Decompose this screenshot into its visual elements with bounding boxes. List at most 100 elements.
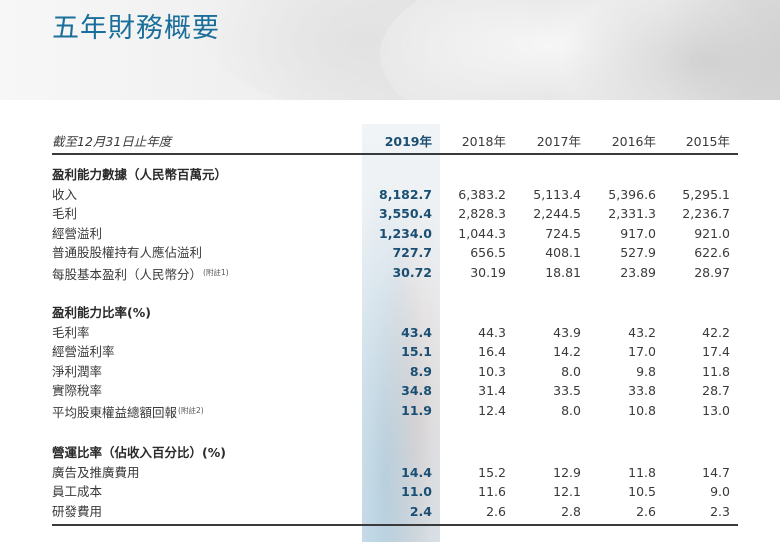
table-cell: 18.81: [545, 264, 581, 280]
table-cell: 5,396.6: [608, 186, 656, 202]
row-label: 經營溢利: [52, 224, 102, 243]
row-label-text: 經營溢利: [52, 225, 103, 241]
table-cell: 6,383.2: [458, 186, 506, 202]
row-label-text: 普通股股權持有人應佔溢利: [52, 245, 203, 260]
table-row: 研發費用 2.4 2.6 2.8 2.6 2.3: [52, 502, 738, 521]
table-cell: 8.0: [561, 363, 581, 379]
table-cell: 408.1: [545, 245, 581, 260]
table-row: 毛利 3,550.4 2,828.3 2,244.5 2,331.3 2,236.7: [52, 204, 738, 223]
table-cell: 12.4: [478, 402, 506, 418]
table-cell: 33.8: [628, 383, 656, 398]
section-heading-label: 營運比率（佔收入百分比）(%): [52, 445, 226, 460]
table-cell: 11.6: [478, 484, 506, 499]
table-row: 實際稅率 34.8 31.4 33.5 33.8 28.7: [52, 381, 738, 400]
row-label: 毛利率: [52, 323, 90, 342]
table-cell: 527.9: [620, 245, 656, 260]
table-cell: 9.0: [710, 484, 730, 499]
table-cell: 10.5: [628, 484, 656, 499]
section-heading-label: 盈利能力比率(%): [52, 305, 151, 320]
table-cell: 30.19: [470, 264, 506, 280]
table-cell: 2,828.3: [458, 206, 506, 221]
row-label: 普通股股權持有人應佔溢利: [52, 243, 202, 262]
table-cell: 28.7: [702, 383, 730, 398]
table-row: 收入 8,182.7 6,383.2 5,113.4 5,396.6 5,295.1: [52, 185, 738, 204]
row-label-text: 平均股東權益總額回報: [52, 404, 178, 420]
table-cell: 31.4: [478, 383, 506, 398]
current-year-value: 11.9: [401, 402, 432, 418]
table-row: 廣告及推廣費用 14.4 15.2 12.9 11.8 14.7: [52, 463, 738, 482]
row-label-text: 員工成本: [52, 484, 103, 499]
row-label: 研發費用: [52, 502, 102, 521]
current-year-value: 34.8: [401, 383, 432, 398]
row-label: 經營溢利率: [52, 342, 115, 361]
table-cell: 622.6: [694, 245, 730, 260]
current-year-value: 15.1: [401, 344, 432, 359]
table-cell: 23.89: [620, 264, 656, 280]
table-cell: 2,244.5: [533, 206, 581, 221]
row-label-text: 淨利潤率: [52, 363, 103, 379]
section-heading: 盈利能力數據（人民幣百萬元）: [52, 165, 738, 184]
header-divider: [52, 153, 738, 155]
table-cell: 9.8: [636, 363, 656, 379]
table-row: 淨利潤率 8.9 10.3 8.0 9.8 11.8: [52, 362, 738, 381]
table-cell: 13.0: [702, 402, 730, 418]
section-heading: 營運比率（佔收入百分比）(%): [52, 443, 738, 462]
row-label-text: 每股基本盈利（人民幣分）: [52, 266, 203, 282]
row-label-text: 經營溢利率: [52, 344, 115, 359]
current-year-value: 43.4: [401, 324, 432, 340]
current-year-value: 8.9: [409, 363, 432, 379]
row-label-text: 廣告及推廣費用: [52, 464, 140, 480]
table-row: 毛利率 43.4 44.3 43.9 43.2 42.2: [52, 323, 738, 342]
header-banner: 五年財務概要: [0, 0, 780, 100]
table-cell: 43.2: [628, 324, 656, 340]
row-label-text: 研發費用: [52, 503, 103, 519]
table-cell: 42.2: [702, 324, 730, 340]
table-cell: 11.8: [702, 363, 730, 379]
table-cell: 43.9: [553, 324, 581, 340]
page-title: 五年財務概要: [52, 13, 220, 44]
row-label: 毛利: [52, 204, 77, 223]
current-year-value: 30.72: [392, 264, 432, 280]
table-cell: 2.6: [486, 503, 506, 519]
current-year-value: 8,182.7: [379, 186, 432, 202]
row-label: 實際稅率: [52, 381, 102, 400]
table-row: 普通股股權持有人應佔溢利 727.7 656.5 408.1 527.9 622.6: [52, 243, 738, 262]
table-cell: 2,331.3: [608, 206, 656, 221]
section-heading-label: 盈利能力數據（人民幣百萬元）: [52, 167, 228, 182]
table-cell: 2,236.7: [682, 206, 730, 221]
table-cell: 1,044.3: [458, 225, 506, 241]
table-row: 平均股東權益總額回報(附註2) 11.9 12.4 8.0 10.8 13.0: [52, 401, 738, 420]
footnote-ref: (附註1): [203, 267, 229, 277]
current-year-value: 3,550.4: [379, 206, 432, 221]
banner-decoration: [560, 0, 780, 100]
table-row: 經營溢利率 15.1 16.4 14.2 17.0 17.4: [52, 342, 738, 361]
row-label-text: 收入: [52, 186, 78, 202]
table-cell: 14.2: [553, 344, 581, 359]
section-heading: 盈利能力比率(%): [52, 303, 738, 322]
table-row: 每股基本盈利（人民幣分）(附註1) 30.72 30.19 18.81 23.89 28.…: [52, 263, 738, 282]
row-label: 收入: [52, 185, 77, 204]
table-cell: 8.0: [561, 402, 581, 418]
year-header: 2015年: [685, 134, 730, 149]
table-cell: 33.5: [553, 383, 581, 398]
table-row: 經營溢利 1,234.0 1,044.3 724.5 917.0 921.0: [52, 224, 738, 243]
table-cell: 2.3: [710, 503, 730, 519]
table-cell: 5,295.1: [682, 186, 730, 202]
table-cell: 44.3: [478, 324, 506, 340]
current-year-highlight: [362, 124, 440, 542]
table-cell: 17.0: [628, 344, 656, 359]
current-year-value: 727.7: [392, 245, 432, 260]
year-header: 2018年: [461, 134, 506, 149]
table-cell: 10.8: [628, 402, 656, 418]
table-cell: 16.4: [478, 344, 506, 359]
row-label: 淨利潤率: [52, 362, 102, 381]
table-cell: 17.4: [702, 344, 730, 359]
year-header: 2019年: [384, 134, 432, 149]
table-cell: 2.8: [561, 503, 581, 519]
year-header: 2017年: [536, 134, 581, 149]
current-year-value: 1,234.0: [379, 225, 432, 241]
table-cell: 12.9: [553, 464, 581, 480]
current-year-value: 14.4: [401, 464, 432, 480]
current-year-value: 2.4: [409, 503, 432, 519]
row-label-text: 毛利率: [52, 324, 90, 340]
